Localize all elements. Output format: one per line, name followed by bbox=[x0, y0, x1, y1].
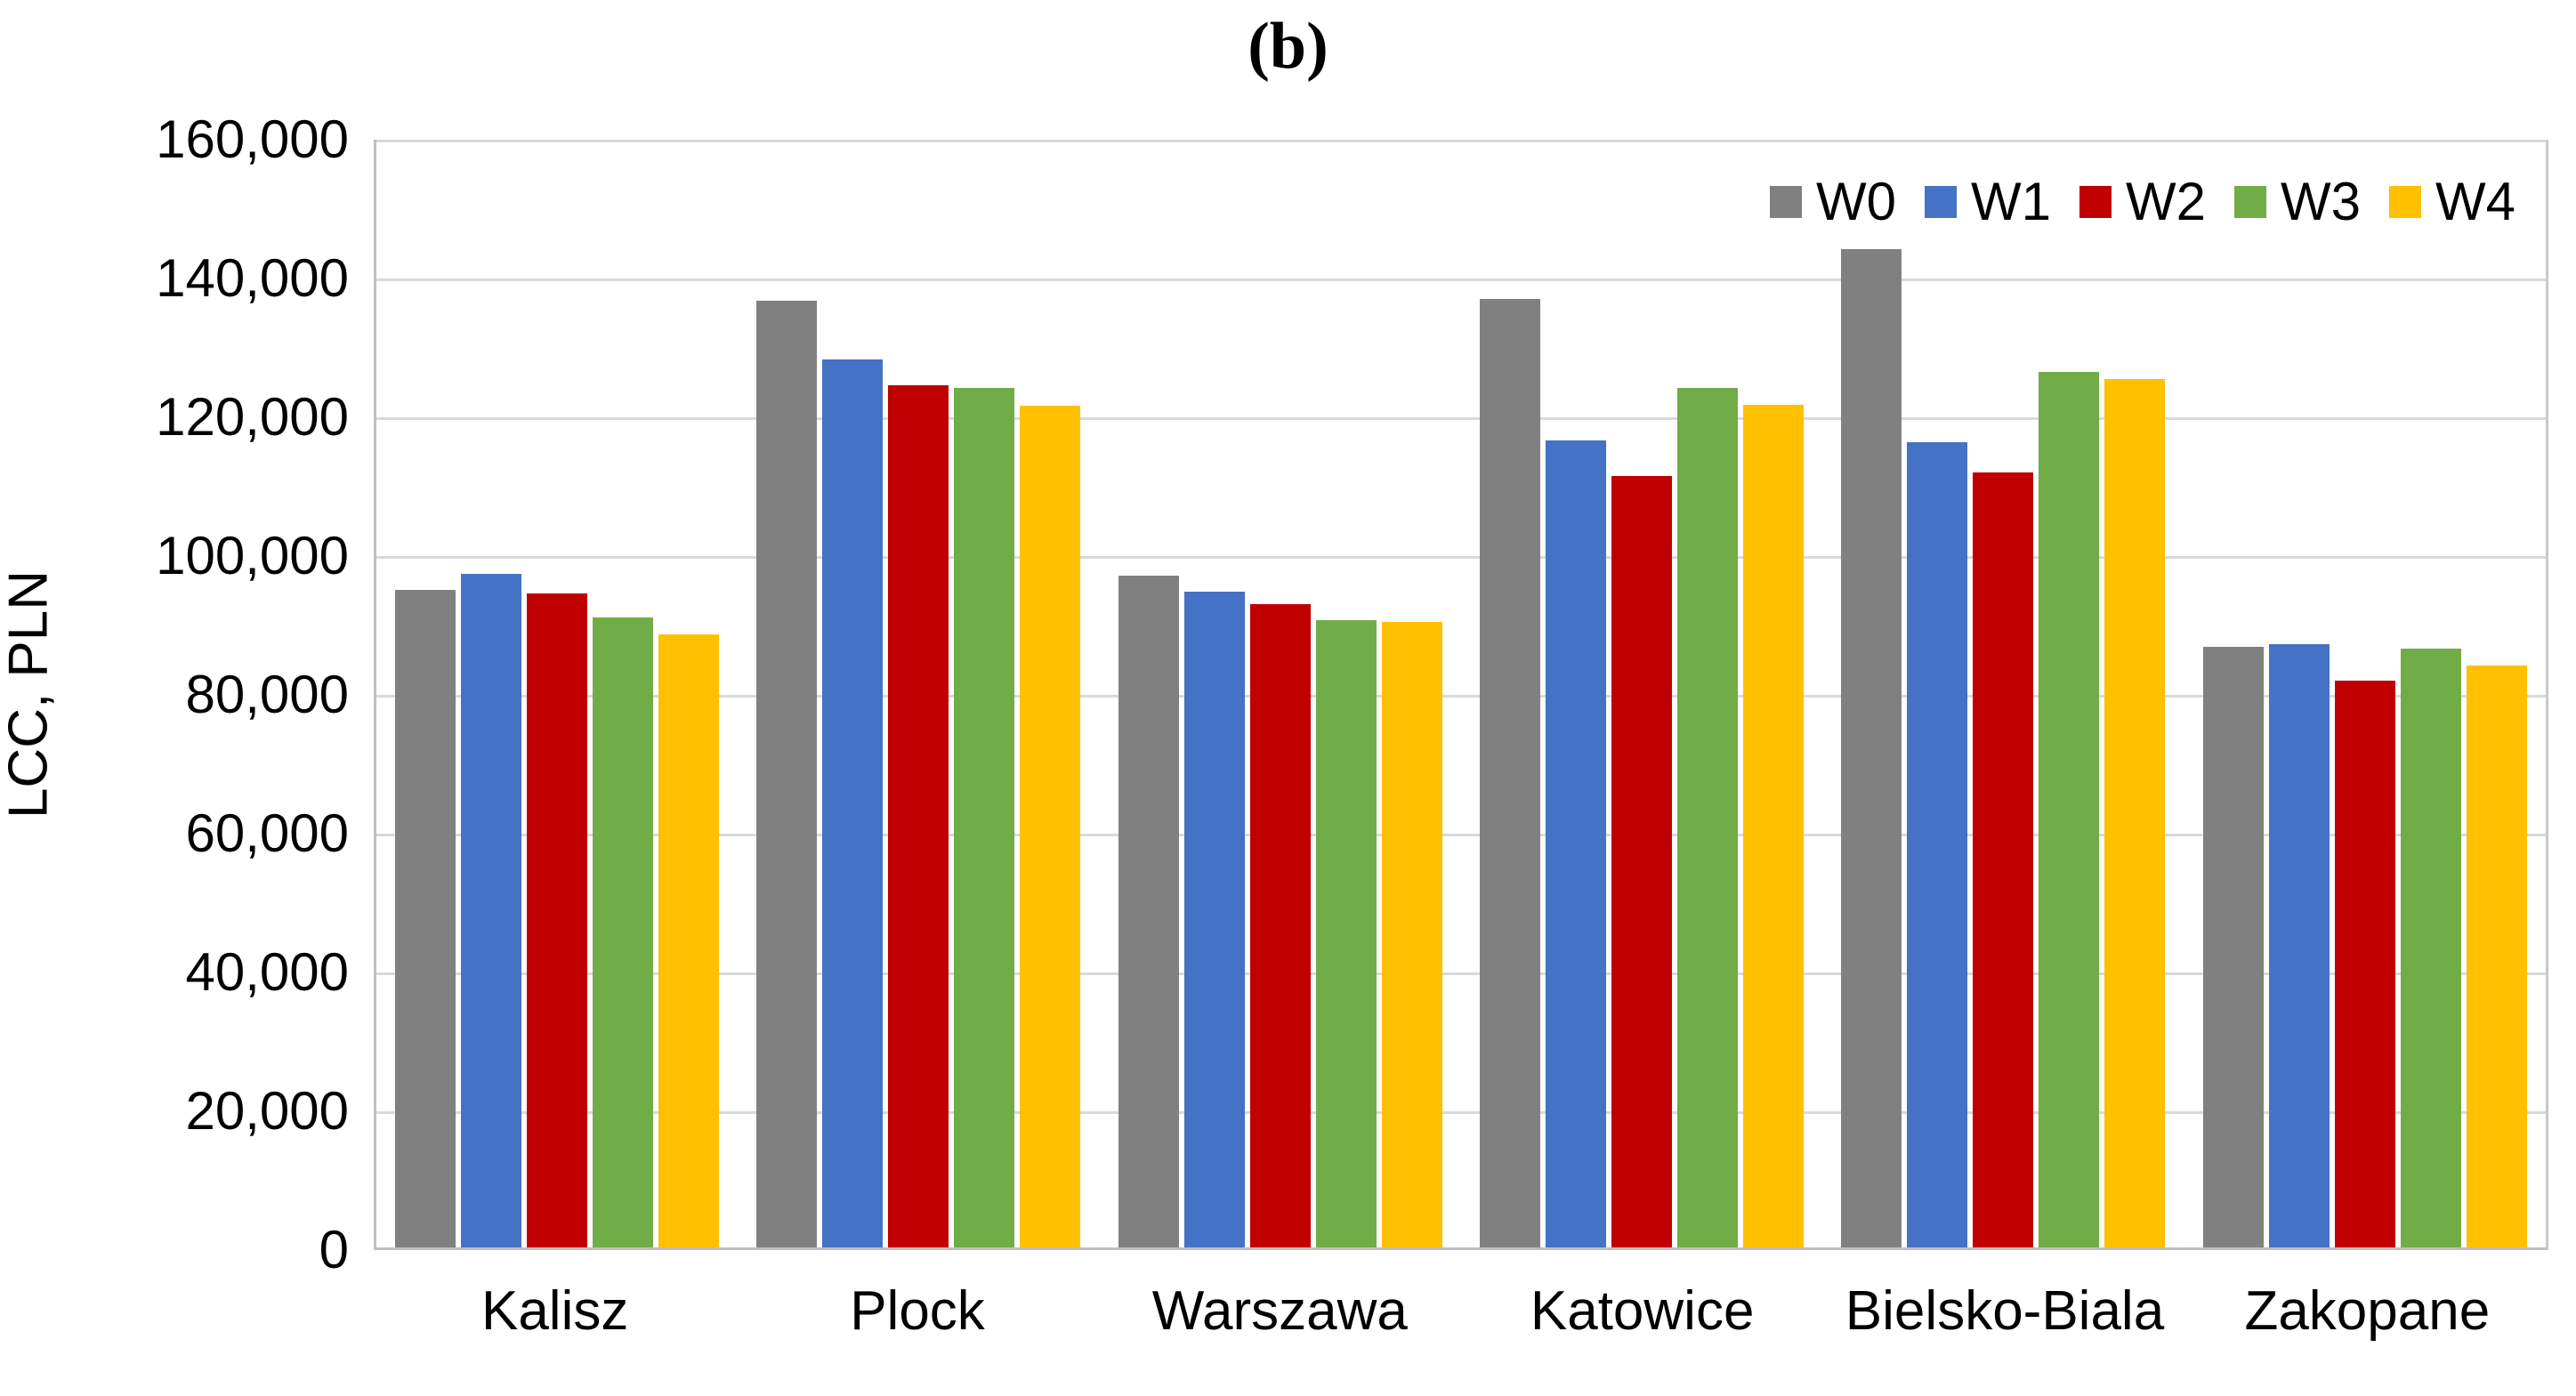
legend-label-w4: W4 bbox=[2435, 172, 2515, 231]
bar-w4-warszawa bbox=[1381, 622, 1442, 1247]
gridline bbox=[376, 556, 2546, 559]
bar-w3-katowice bbox=[1677, 388, 1739, 1247]
plot-area bbox=[374, 140, 2548, 1250]
bars-layer bbox=[376, 140, 2546, 1247]
bar-w1-zakopane bbox=[2268, 644, 2330, 1247]
bar-w2-kalisz bbox=[527, 593, 588, 1247]
bar-w2-zakopane bbox=[2334, 680, 2395, 1247]
bar-w2-bielsko-biala bbox=[1973, 472, 2034, 1247]
legend: W0 W1 W2 W3 W4 bbox=[1770, 171, 2515, 232]
bar-w4-zakopane bbox=[2466, 666, 2527, 1247]
gridline bbox=[376, 834, 2546, 836]
bar-w2-plock bbox=[888, 385, 949, 1247]
legend-item-w2: W2 bbox=[2079, 171, 2206, 232]
x-tick-label-katowice: Katowice bbox=[1530, 1280, 1755, 1342]
y-tick-label: 80,000 bbox=[185, 665, 349, 724]
y-tick-label: 120,000 bbox=[156, 387, 349, 447]
legend-swatch-w3 bbox=[2234, 185, 2266, 218]
bar-w1-kalisz bbox=[461, 573, 522, 1247]
legend-label-w1: W1 bbox=[1971, 172, 2051, 231]
bar-w0-warszawa bbox=[1118, 576, 1179, 1247]
legend-item-w1: W1 bbox=[1925, 171, 2051, 232]
bar-w4-bielsko-biala bbox=[2104, 379, 2166, 1247]
legend-label-w0: W0 bbox=[1816, 172, 1896, 231]
legend-item-w4: W4 bbox=[2389, 171, 2515, 232]
bar-group-plock bbox=[738, 140, 1099, 1247]
bar-group-kalisz bbox=[376, 140, 738, 1247]
y-tick-label: 140,000 bbox=[156, 248, 349, 308]
bar-w3-bielsko-biala bbox=[2039, 371, 2100, 1247]
bar-w3-kalisz bbox=[593, 617, 654, 1247]
x-tick-label-zakopane: Zakopane bbox=[2244, 1280, 2491, 1342]
bar-w1-katowice bbox=[1546, 440, 1607, 1247]
bar-w4-kalisz bbox=[658, 634, 720, 1247]
legend-swatch-w0 bbox=[1770, 185, 1802, 218]
bar-group-katowice bbox=[1461, 140, 1822, 1247]
gridline bbox=[376, 972, 2546, 975]
y-tick-label: 160,000 bbox=[156, 109, 349, 169]
bar-w0-bielsko-biala bbox=[1841, 248, 1902, 1247]
bar-w3-plock bbox=[954, 387, 1015, 1247]
y-tick-label: 0 bbox=[319, 1220, 349, 1279]
gridline bbox=[376, 278, 2546, 281]
gridline bbox=[376, 140, 2546, 142]
bar-w2-katowice bbox=[1611, 476, 1673, 1247]
x-tick-label-bielsko-biala: Bielsko-Biala bbox=[1845, 1280, 2165, 1342]
legend-item-w0: W0 bbox=[1770, 171, 1896, 232]
legend-swatch-w1 bbox=[1925, 185, 1957, 218]
bar-w3-warszawa bbox=[1315, 620, 1377, 1247]
x-tick-label-plock: Plock bbox=[850, 1280, 985, 1342]
bar-w4-katowice bbox=[1743, 405, 1805, 1247]
figure-title: (b) bbox=[1248, 10, 1328, 83]
legend-item-w3: W3 bbox=[2234, 171, 2361, 232]
x-axis-tick-labels: Kalisz Plock Warszawa Katowice Bielsko-Biala… bbox=[374, 1279, 2548, 1351]
y-tick-label: 20,000 bbox=[185, 1081, 349, 1141]
gridline bbox=[376, 1111, 2546, 1114]
bar-w2-warszawa bbox=[1249, 604, 1311, 1247]
y-tick-label: 100,000 bbox=[156, 526, 349, 585]
bar-w4-plock bbox=[1020, 405, 1081, 1247]
y-tick-label: 60,000 bbox=[185, 803, 349, 863]
bar-w1-bielsko-biala bbox=[1907, 442, 1968, 1247]
gridline bbox=[376, 695, 2546, 698]
bar-group-warszawa bbox=[1100, 140, 1461, 1247]
legend-swatch-w2 bbox=[2079, 185, 2112, 218]
legend-label-w3: W3 bbox=[2281, 172, 2361, 231]
bar-group-bielsko-biala bbox=[1822, 140, 2184, 1247]
bar-group-zakopane bbox=[2184, 140, 2546, 1247]
legend-label-w2: W2 bbox=[2126, 172, 2206, 231]
bar-w0-plock bbox=[756, 300, 818, 1247]
gridline bbox=[376, 417, 2546, 420]
bar-w1-warszawa bbox=[1183, 592, 1245, 1247]
legend-swatch-w4 bbox=[2389, 185, 2421, 218]
bar-w0-kalisz bbox=[395, 589, 456, 1247]
bar-w0-zakopane bbox=[2202, 647, 2264, 1247]
y-tick-label: 40,000 bbox=[185, 942, 349, 1002]
x-tick-label-kalisz: Kalisz bbox=[480, 1280, 629, 1342]
bar-w1-plock bbox=[822, 359, 884, 1247]
bar-w0-katowice bbox=[1480, 298, 1541, 1247]
x-tick-label-warszawa: Warszawa bbox=[1151, 1280, 1408, 1342]
bar-w3-zakopane bbox=[2400, 648, 2461, 1247]
